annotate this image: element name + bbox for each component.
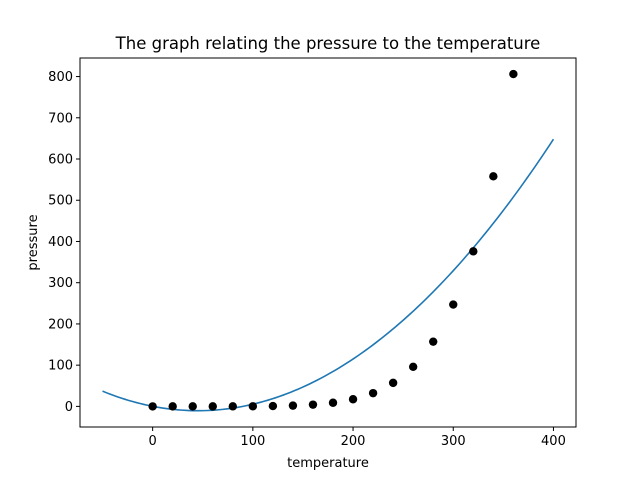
plot-area	[102, 69, 555, 412]
data-point	[288, 401, 298, 410]
x-tick-label: 200	[341, 434, 366, 449]
y-tick-label: 800	[48, 70, 73, 85]
x-tick-label: 400	[541, 434, 566, 449]
x-tick-label: 100	[240, 434, 265, 449]
data-point	[328, 398, 338, 407]
data-point	[388, 378, 398, 388]
y-tick-label: 0	[65, 400, 73, 415]
x-tick-label: 300	[441, 434, 466, 449]
data-point	[268, 401, 278, 411]
data-point	[449, 300, 458, 309]
data-point	[188, 402, 197, 411]
data-point	[208, 402, 217, 411]
data-point	[348, 395, 358, 404]
y-tick-label: 700	[48, 111, 73, 126]
x-tick-label: 0	[149, 434, 157, 449]
plot-frame	[79, 57, 577, 428]
data-point	[308, 400, 318, 409]
data-point	[509, 69, 518, 79]
data-point	[168, 402, 177, 411]
x-axis: 0 100 200 300 400	[149, 427, 566, 449]
fit-curve-line	[102, 138, 555, 412]
y-axis: 0 100 200 300 400 500 600 700 800	[48, 70, 80, 415]
data-point	[148, 402, 157, 411]
y-tick-label: 400	[48, 235, 73, 250]
data-point	[469, 247, 478, 256]
y-tick-label: 300	[48, 276, 73, 291]
y-tick-label: 200	[48, 317, 73, 332]
x-axis-label: temperature	[287, 456, 369, 471]
data-point	[489, 172, 498, 181]
y-tick-label: 500	[48, 194, 73, 209]
data-point	[429, 337, 438, 346]
data-point	[368, 388, 378, 398]
y-axis-label: pressure	[26, 214, 41, 270]
data-point	[248, 402, 258, 411]
chart-title: The graph relating the pressure to the t…	[115, 34, 541, 53]
y-tick-label: 600	[48, 153, 73, 168]
data-point	[408, 362, 418, 372]
y-tick-label: 100	[48, 359, 73, 374]
data-point	[228, 402, 238, 411]
